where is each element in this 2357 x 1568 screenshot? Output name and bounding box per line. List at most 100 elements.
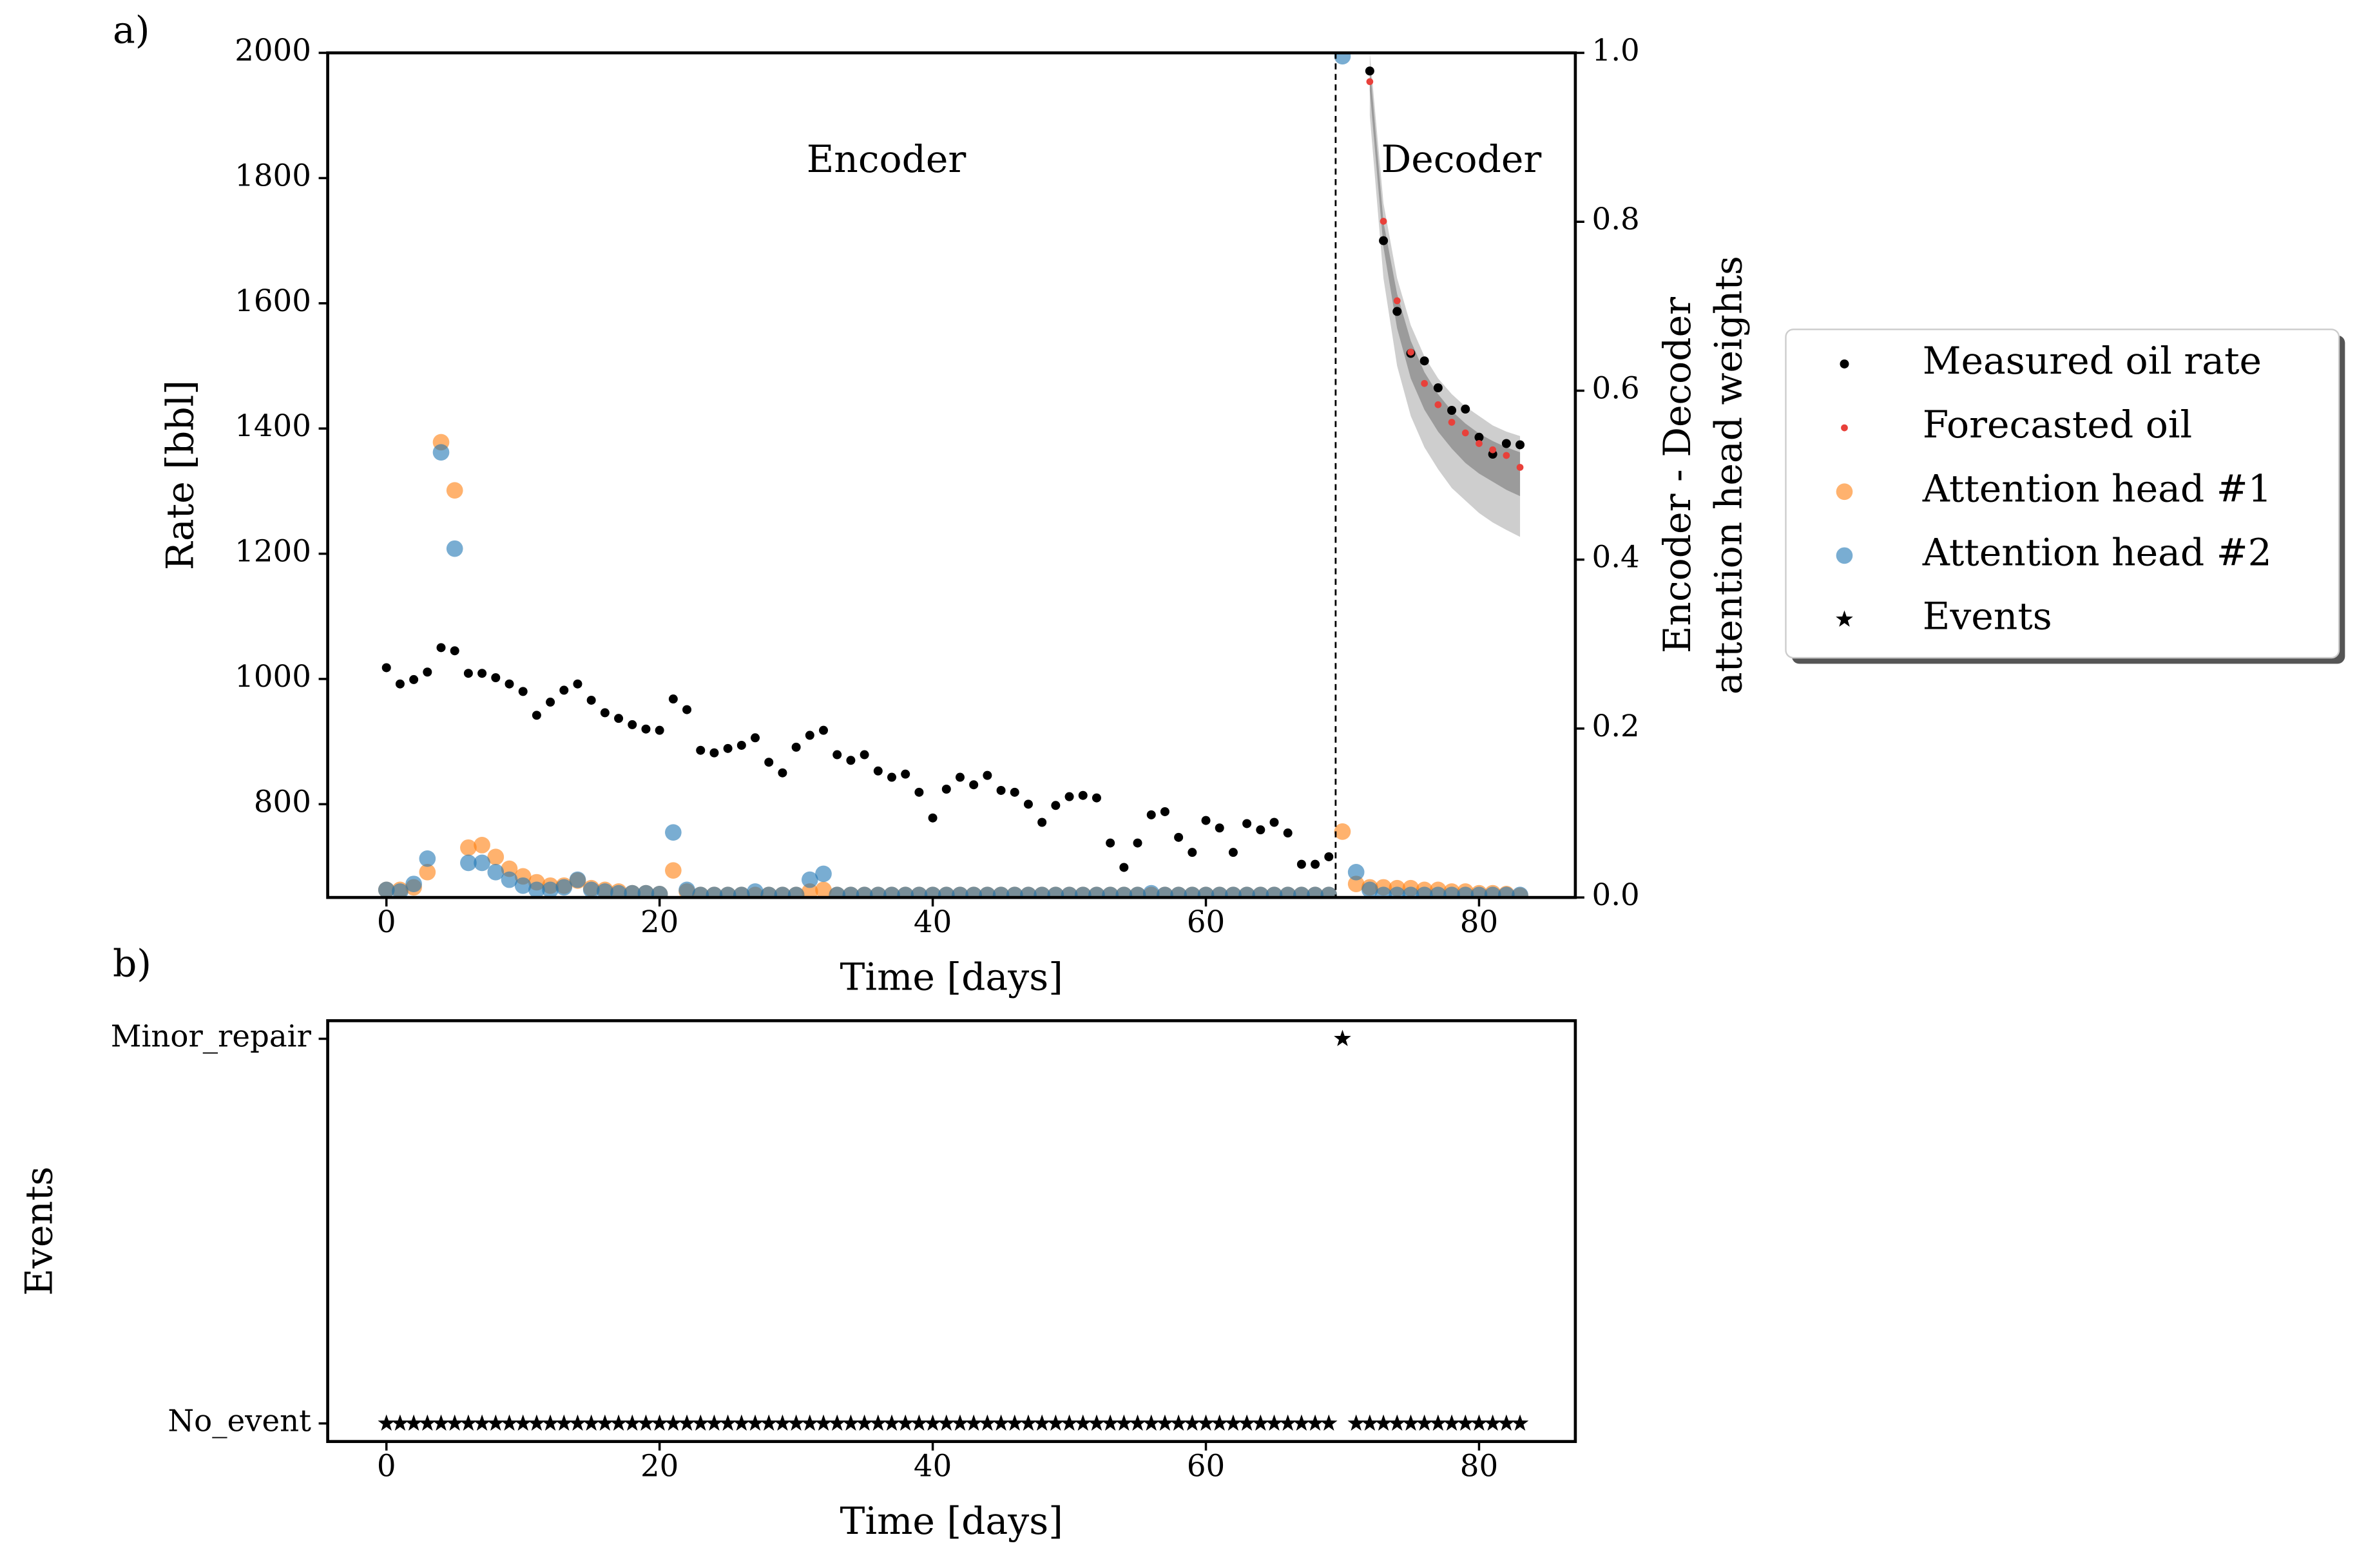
y-tick-label: 800 [254, 785, 311, 819]
y-tick-label: 1400 [235, 409, 311, 444]
attention-point [378, 881, 395, 898]
star-marker [1142, 1414, 1160, 1431]
point [586, 695, 596, 705]
point [1419, 356, 1429, 366]
attention-point [1347, 875, 1365, 892]
star-marker [637, 1414, 655, 1431]
x-tick-label: 80 [1460, 1449, 1498, 1484]
star-marker [1211, 1414, 1229, 1431]
attention-point [446, 482, 463, 499]
point [914, 787, 924, 797]
point [1228, 848, 1238, 857]
star-marker [760, 1414, 778, 1431]
attention-point [487, 848, 505, 866]
attention-point [419, 850, 436, 867]
attention-point [1498, 886, 1515, 898]
point [1092, 793, 1101, 803]
point [736, 740, 746, 750]
attention-point [432, 444, 450, 461]
star-marker [501, 1414, 518, 1431]
star-marker [1388, 1414, 1406, 1431]
y-tick-label: 1800 [235, 158, 311, 193]
star-marker [569, 1414, 586, 1431]
annotation: Encoder [807, 137, 967, 181]
point [395, 679, 405, 689]
point [409, 674, 419, 684]
point [1461, 429, 1469, 437]
attention-point [1142, 884, 1160, 898]
star-marker [869, 1414, 887, 1431]
attention-point [460, 839, 477, 856]
point [1392, 307, 1402, 316]
point [1188, 848, 1197, 857]
star-marker [1088, 1414, 1106, 1431]
star-marker [1443, 1414, 1461, 1431]
point [887, 772, 896, 782]
star-marker [746, 1414, 764, 1431]
star-marker [1047, 1414, 1064, 1431]
attention-point [1389, 886, 1406, 898]
star-marker [678, 1414, 696, 1431]
star-marker [596, 1414, 614, 1431]
legend [1785, 329, 2340, 659]
attention-point [1279, 886, 1296, 898]
point [860, 750, 869, 760]
point [1448, 419, 1456, 426]
attention-point [1088, 886, 1105, 898]
x-axis-label: Time [days] [840, 1499, 1063, 1543]
star-marker [1497, 1414, 1515, 1431]
x-tick-label: 0 [377, 905, 396, 940]
y2-axis-label: attention head weights [1707, 256, 1751, 694]
axes-frame [326, 1019, 1577, 1443]
star-marker [446, 1414, 464, 1431]
star-marker [1197, 1414, 1215, 1431]
attention-point [569, 871, 586, 888]
star-marker [1320, 1414, 1338, 1431]
point [1023, 799, 1033, 809]
point [381, 663, 391, 673]
point [600, 708, 610, 718]
star-marker [610, 1414, 628, 1431]
point [1503, 452, 1510, 459]
legend-label: Measured oil rate [1923, 339, 2262, 383]
point [1311, 859, 1320, 869]
point [491, 673, 501, 682]
point [709, 748, 719, 758]
star-marker [733, 1414, 751, 1431]
point [1283, 828, 1293, 838]
attention-point [1129, 886, 1146, 898]
attention-point [1211, 886, 1228, 898]
point [1160, 807, 1169, 816]
star-marker [1074, 1414, 1092, 1431]
point [1380, 218, 1387, 225]
point [628, 720, 637, 729]
star-marker [1251, 1414, 1269, 1431]
point [1515, 440, 1525, 450]
point [696, 745, 706, 755]
point [546, 697, 555, 707]
attention-point [1006, 886, 1023, 898]
attention-point [1157, 886, 1173, 898]
axes-frame [326, 51, 1577, 899]
panel-label: a) [113, 8, 150, 52]
legend-label: Forecasted oil [1923, 403, 2192, 446]
attention-point [446, 540, 463, 557]
point [477, 669, 487, 678]
plot-area [378, 1029, 1529, 1431]
attention-point [1307, 886, 1323, 898]
point [996, 785, 1006, 795]
legend-label: Attention head #2 [1922, 530, 2272, 574]
point [505, 679, 514, 689]
attention-point [992, 886, 1010, 898]
attention-point [952, 886, 968, 898]
legend-marker [1841, 424, 1848, 432]
star-marker [883, 1414, 901, 1431]
attention-point [733, 886, 750, 898]
point [1365, 66, 1374, 76]
legend-marker [1836, 547, 1853, 564]
point [983, 770, 992, 780]
legend-label: Attention head #1 [1922, 466, 2272, 510]
point [969, 780, 979, 790]
attention-point [910, 886, 928, 898]
attention-point [1225, 886, 1242, 898]
